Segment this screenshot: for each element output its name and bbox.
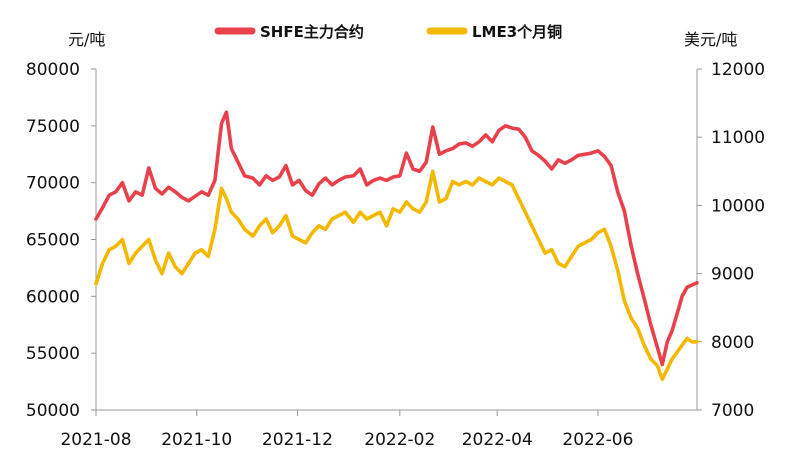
left-tick-label: 50000 <box>26 401 80 421</box>
left-tick-label: 70000 <box>26 174 80 194</box>
series-line-shfe <box>94 110 699 367</box>
legend-label-shfe: SHFE主力合约 <box>260 23 364 41</box>
left-axis-unit: 元/吨 <box>68 30 105 49</box>
left-tick-label: 75000 <box>26 117 80 137</box>
left-tick-label: 60000 <box>26 287 80 307</box>
series-group <box>94 110 699 382</box>
left-tick-label: 65000 <box>26 231 80 251</box>
x-tick-label: 2021-08 <box>60 430 131 450</box>
legend: SHFE主力合约 LME3个月铜 <box>214 23 562 41</box>
right-axis-unit: 美元/吨 <box>684 30 737 49</box>
right-tick-label: 12000 <box>711 60 765 80</box>
right-tick-label: 11000 <box>711 128 765 148</box>
x-tick-label: 2022-06 <box>562 430 633 450</box>
series-line-lme <box>94 169 699 382</box>
x-tick-label: 2022-02 <box>364 430 435 450</box>
axes: 50000 55000 60000 65000 70000 75000 80000 7000 8… <box>26 60 765 450</box>
right-tick-label: 8000 <box>711 333 754 353</box>
x-tick-label: 2021-10 <box>161 430 232 450</box>
right-tick-label: 10000 <box>711 196 765 216</box>
left-tick-label: 55000 <box>26 344 80 364</box>
left-tick-label: 80000 <box>26 60 80 80</box>
legend-label-lme: LME3个月铜 <box>472 23 562 41</box>
right-tick-label: 7000 <box>711 401 754 421</box>
right-tick-label: 9000 <box>711 265 754 285</box>
x-tick-label: 2022-04 <box>462 430 533 450</box>
x-tick-label: 2021-12 <box>262 430 333 450</box>
